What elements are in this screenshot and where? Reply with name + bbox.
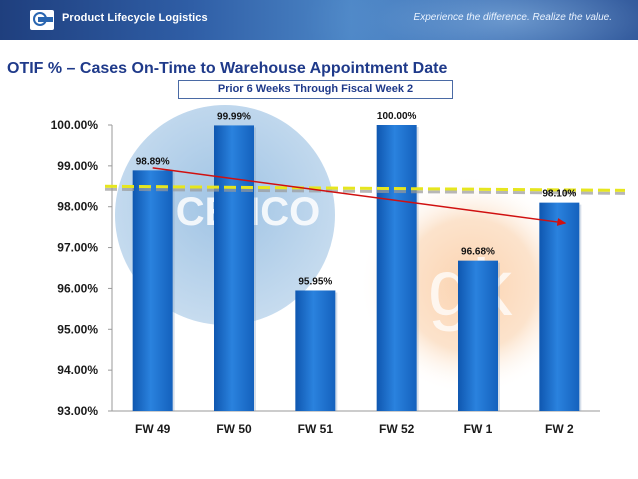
bar	[539, 202, 580, 411]
bar	[214, 125, 254, 411]
data-label: 98.89%	[136, 156, 170, 167]
data-label: 96.68%	[461, 247, 495, 258]
data-label: 98.10%	[542, 189, 576, 200]
x-tick-label: FW 51	[298, 422, 334, 436]
bar	[132, 170, 173, 411]
data-label: 99.99%	[217, 111, 251, 122]
banner-swoosh	[300, 0, 638, 40]
cenco-logo-icon	[30, 10, 54, 30]
chart-subtitle: Prior 6 Weeks Through Fiscal Week 2	[178, 80, 453, 99]
bar	[458, 260, 498, 411]
y-tick-label: 93.00%	[57, 404, 98, 418]
background-watermarks: CENCO gk	[115, 105, 580, 395]
x-tick-label: FW 52	[379, 422, 415, 436]
y-tick-label: 96.00%	[57, 281, 98, 295]
x-tick-label: FW 50	[216, 422, 252, 436]
x-tick-label: FW 2	[545, 422, 574, 436]
brand-title: Product Lifecycle Logistics	[62, 12, 208, 24]
x-tick-label: FW 1	[464, 422, 493, 436]
bar	[295, 290, 336, 411]
trend-arrow	[152, 167, 567, 226]
y-tick-label: 98.00%	[57, 200, 98, 214]
y-tick-label: 99.00%	[57, 159, 98, 173]
target-line	[104, 184, 626, 192]
y-tick-label: 100.00%	[51, 118, 99, 132]
bar	[376, 125, 417, 411]
chart-title: OTIF % – Cases On-Time to Warehouse Appo…	[7, 60, 448, 77]
brand-tagline: Experience the difference. Realize the v…	[413, 12, 612, 23]
header-banner: Product Lifecycle Logistics Experience t…	[0, 0, 638, 40]
data-label: 95.95%	[298, 276, 332, 287]
target-line-shadow	[104, 187, 626, 195]
x-tick-label: FW 49	[135, 422, 171, 436]
y-tick-label: 97.00%	[57, 241, 98, 255]
y-tick-label: 95.00%	[57, 322, 98, 336]
data-label: 100.00%	[377, 111, 417, 122]
y-tick-label: 94.00%	[57, 363, 98, 377]
